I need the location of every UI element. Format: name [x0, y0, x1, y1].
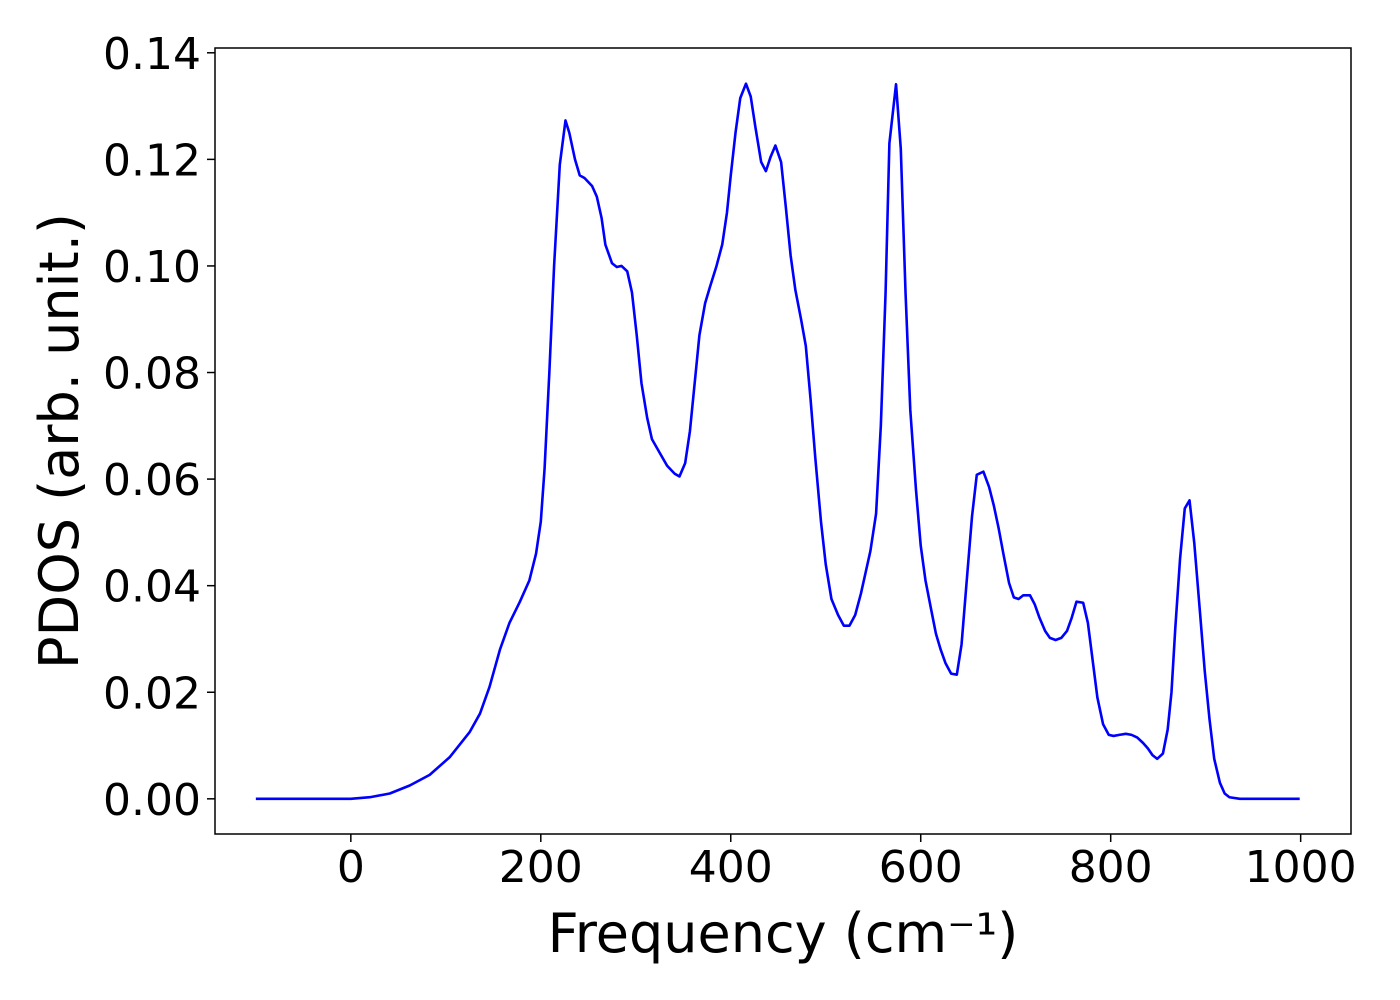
y-tick-label: 0.12 — [103, 135, 201, 186]
x-tick-label: 0 — [337, 842, 365, 893]
plot-frame — [214, 47, 1352, 835]
y-tick-label: 0.02 — [103, 668, 201, 719]
x-tick-label: 400 — [689, 842, 773, 893]
y-tick-label: 0.08 — [103, 349, 201, 400]
x-tick-label: 800 — [1069, 842, 1153, 893]
x-axis-label: Frequency (cm⁻¹) — [548, 902, 1019, 965]
x-tick-label: 1000 — [1245, 842, 1357, 893]
data-line — [255, 82, 1300, 801]
y-axis-label: PDOS (arb. unit.) — [28, 213, 91, 669]
x-tick-label: 200 — [499, 842, 583, 893]
y-tick-label: 0.06 — [103, 455, 201, 506]
y-tick-label: 0.10 — [103, 242, 201, 293]
y-tick-label: 0.00 — [103, 775, 201, 826]
y-tick-label: 0.14 — [103, 29, 201, 80]
x-tick-label: 600 — [879, 842, 963, 893]
y-tick-label: 0.04 — [103, 562, 201, 613]
